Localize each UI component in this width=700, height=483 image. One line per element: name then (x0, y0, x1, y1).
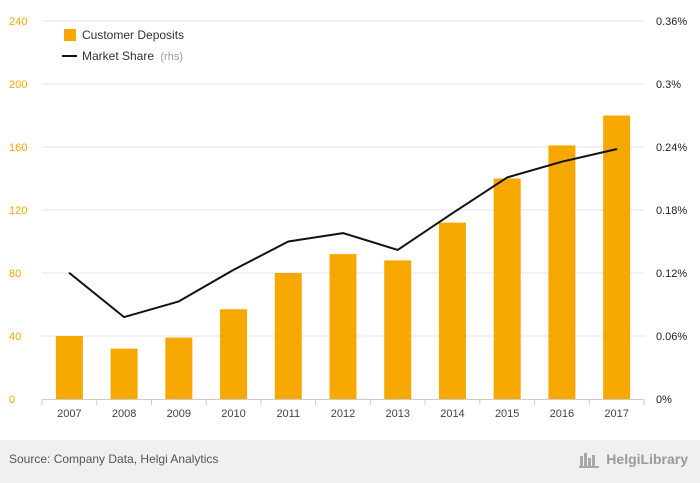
market-share-point (232, 269, 235, 271)
bar (548, 145, 576, 399)
y-right-tick-label: 0.06% (656, 331, 687, 343)
bar (603, 115, 631, 399)
y-left-tick-label: 200 (9, 79, 27, 91)
market-share-point (396, 249, 399, 251)
bar (55, 336, 83, 399)
x-tick-label: 2010 (221, 408, 245, 420)
x-tick-label: 2014 (440, 408, 464, 420)
source-note: Source: Company Data, Helgi Analytics (9, 452, 219, 466)
bar (220, 309, 248, 399)
market-share-point (123, 316, 125, 318)
market-share-point (615, 148, 618, 150)
x-tick-label: 2011 (276, 408, 300, 420)
x-tick-label: 2017 (604, 408, 628, 420)
line-series (68, 148, 618, 319)
bar (274, 273, 302, 399)
market-share-point (561, 160, 563, 163)
y-right-tick-label: 0.3% (656, 79, 681, 91)
y-left-tick-label: 160 (9, 142, 27, 154)
market-share-point (451, 212, 454, 214)
y-right-tick-label: 0.36% (656, 16, 687, 28)
y-left-tick-label: 0 (9, 394, 15, 406)
y-right-tick-label: 0% (656, 394, 672, 406)
x-tick-label: 2015 (495, 408, 519, 420)
x-tick-label: 2009 (167, 408, 191, 420)
x-tick-label: 2016 (550, 408, 574, 420)
bar (438, 222, 466, 399)
library-icon (579, 453, 600, 468)
market-share-point (287, 240, 290, 243)
y-right-tick-label: 0.12% (656, 268, 687, 280)
y-left-tick-label: 120 (9, 205, 27, 217)
market-share-point (506, 176, 508, 179)
y-left-tick-label: 40 (9, 331, 21, 343)
footer: Source: Company Data, Helgi Analytics He… (0, 440, 700, 483)
bar (329, 254, 357, 399)
x-tick-label: 2012 (331, 408, 355, 420)
legend-label-deposits: Customer Deposits (82, 28, 184, 42)
y-left-tick-label: 80 (9, 268, 21, 280)
axes: 0 0% 40 0.06% 80 0.12% 120 0.18% 160 0.24% 200 0.3%… (9, 16, 687, 420)
legend-swatch-bar (64, 29, 76, 41)
legend: Customer Deposits Market Share (rhs) (62, 28, 184, 63)
x-tick-label: 2013 (385, 408, 409, 420)
market-share-point (178, 300, 180, 303)
brand-name: HelgiLibrary (606, 451, 688, 467)
market-share-point (68, 272, 71, 274)
x-tick-label: 2007 (57, 408, 81, 420)
chart-svg: 0 0% 40 0.06% 80 0.12% 120 0.18% 160 0.24% 200 0.3%… (9, 16, 687, 420)
bar (493, 178, 521, 399)
y-right-tick-label: 0.24% (656, 142, 687, 154)
bar (384, 260, 412, 399)
x-tick-label: 2008 (112, 408, 136, 420)
brand-logo: HelgiLibrary (578, 450, 688, 468)
legend-label-share: Market Share (rhs) (82, 49, 183, 63)
bar (110, 348, 138, 399)
market-share-point (342, 232, 344, 234)
bar (165, 337, 193, 399)
y-left-tick-label: 240 (9, 16, 27, 28)
grid (42, 20, 644, 337)
y-right-tick-label: 0.18% (656, 205, 687, 217)
bars (55, 115, 631, 399)
